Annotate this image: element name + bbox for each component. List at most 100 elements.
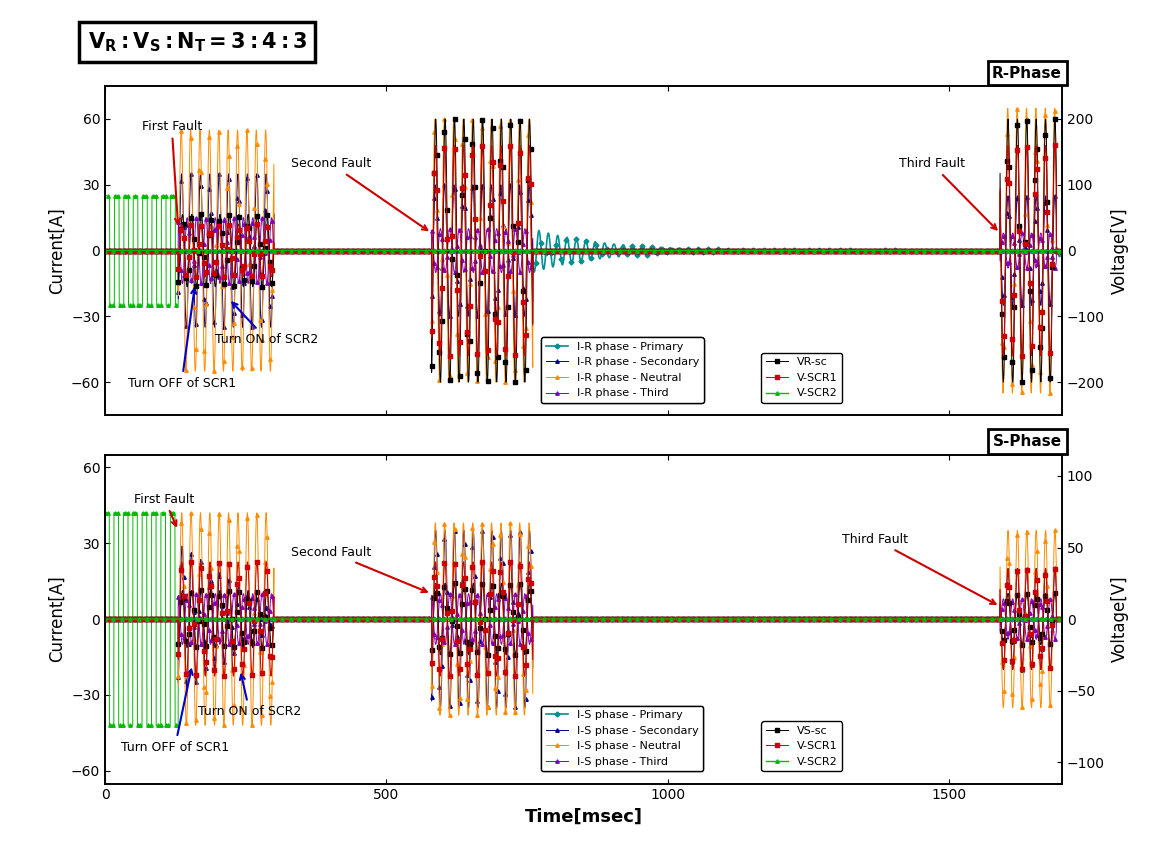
Text: Second Fault: Second Fault	[291, 158, 427, 230]
Legend: VS-sc, V-SCR1, V-SCR2: VS-sc, V-SCR1, V-SCR2	[761, 722, 843, 771]
I-R phase - Neutral	[1034, 388, 1048, 399]
I-R phase - Third	[831, 245, 845, 256]
VS-sc	[1055, 614, 1069, 624]
I-R phase - Neutral	[98, 245, 112, 256]
I-S phase - Secondary	[456, 525, 470, 536]
VS-sc	[362, 614, 376, 624]
VS-sc	[831, 614, 845, 624]
Line: I-S phase - Neutral: I-S phase - Neutral	[104, 511, 1064, 727]
I-S phase - Secondary	[98, 614, 112, 624]
I-R phase - Neutral	[362, 245, 376, 256]
I-S phase - Neutral	[179, 715, 193, 726]
I-R phase - Secondary	[286, 245, 300, 256]
I-R phase - Primary	[286, 245, 300, 256]
I-R phase - Third	[179, 223, 193, 233]
V-SCR1	[831, 245, 845, 256]
V-SCR1	[424, 245, 438, 256]
I-S phase - Third	[98, 614, 112, 624]
I-R phase - Primary	[527, 267, 541, 277]
VR-sc	[456, 114, 470, 124]
I-S phase - Primary	[520, 614, 534, 624]
I-R phase - Secondary	[424, 245, 438, 256]
VR-sc	[831, 245, 845, 256]
VS-sc	[456, 578, 470, 588]
I-R phase - Third	[362, 245, 376, 256]
I-S phase - Third	[520, 625, 534, 635]
Text: First Fault: First Fault	[141, 120, 202, 224]
I-R phase - Primary	[532, 226, 546, 236]
V-SCR2	[98, 614, 112, 624]
I-R phase - Primary	[1055, 244, 1069, 254]
Legend: VR-sc, V-SCR1, V-SCR2: VR-sc, V-SCR1, V-SCR2	[761, 353, 843, 403]
Text: Second Fault: Second Fault	[291, 546, 427, 592]
I-S phase - Neutral	[424, 614, 438, 624]
I-S phase - Neutral	[98, 614, 112, 624]
I-R phase - Secondary	[520, 201, 534, 211]
VS-sc	[520, 598, 534, 609]
Text: S-Phase: S-Phase	[993, 434, 1062, 449]
I-S phase - Third	[1055, 614, 1069, 624]
V-SCR1	[1006, 350, 1020, 361]
I-S phase - Secondary	[179, 672, 193, 682]
I-S phase - Secondary	[286, 614, 300, 624]
I-R phase - Third	[1055, 245, 1069, 256]
Text: $\mathbf{V_R:V_S:N_T=3:4:3}$: $\mathbf{V_R:V_S:N_T=3:4:3}$	[88, 30, 307, 53]
Line: V-SCR1: V-SCR1	[104, 144, 1064, 357]
I-R phase - Neutral	[286, 245, 300, 256]
V-SCR1	[362, 614, 376, 624]
V-SCR2	[362, 614, 376, 624]
I-S phase - Neutral	[831, 614, 845, 624]
Y-axis label: Current[A]: Current[A]	[48, 208, 65, 294]
V-SCR1	[503, 557, 517, 567]
I-S phase - Neutral	[520, 548, 534, 559]
I-S phase - Secondary	[499, 703, 513, 713]
I-R phase - Primary	[831, 245, 845, 256]
Line: I-S phase - Third: I-S phase - Third	[104, 592, 1064, 646]
I-R phase - Primary	[424, 245, 438, 256]
I-R phase - Neutral	[831, 245, 845, 256]
Line: I-S phase - Secondary: I-S phase - Secondary	[104, 529, 1064, 709]
V-SCR1	[362, 245, 376, 256]
V-SCR1	[1055, 245, 1069, 256]
Legend: I-S phase - Primary, I-S phase - Secondary, I-S phase - Neutral, I-S phase - Thi: I-S phase - Primary, I-S phase - Seconda…	[541, 706, 703, 771]
I-R phase - Neutral	[1055, 245, 1069, 256]
Text: First Fault: First Fault	[134, 492, 195, 526]
V-SCR1	[179, 666, 193, 677]
V-SCR2	[1055, 614, 1069, 624]
I-R phase - Third	[286, 245, 300, 256]
VS-sc	[424, 614, 438, 624]
I-S phase - Primary	[1055, 614, 1069, 624]
I-S phase - Third	[203, 639, 217, 649]
I-R phase - Neutral	[520, 158, 534, 169]
V-SCR2	[520, 245, 534, 256]
I-R phase - Secondary	[179, 319, 193, 329]
VR-sc	[424, 245, 438, 256]
V-SCR1	[1055, 614, 1069, 624]
I-S phase - Secondary	[1055, 614, 1069, 624]
I-S phase - Neutral	[236, 720, 250, 730]
I-S phase - Neutral	[194, 508, 208, 518]
V-SCR2	[831, 614, 845, 624]
Line: V-SCR2: V-SCR2	[104, 249, 1064, 252]
V-SCR1	[98, 245, 112, 256]
VS-sc	[286, 614, 300, 624]
I-S phase - Secondary	[362, 614, 376, 624]
Text: Turn OFF of SCR1: Turn OFF of SCR1	[127, 288, 236, 389]
I-S phase - Primary	[98, 614, 112, 624]
I-R phase - Third	[520, 255, 534, 265]
I-R phase - Primary	[362, 245, 376, 256]
Line: V-SCR2: V-SCR2	[104, 617, 1064, 621]
V-SCR1	[461, 671, 475, 681]
V-SCR1	[98, 614, 112, 624]
V-SCR1	[286, 614, 300, 624]
V-SCR1	[520, 579, 534, 590]
I-R phase - Secondary	[98, 245, 112, 256]
Y-axis label: Voltage[V]: Voltage[V]	[1110, 576, 1128, 662]
V-SCR2	[424, 614, 438, 624]
Line: I-R phase - Primary: I-R phase - Primary	[104, 229, 1064, 274]
I-S phase - Third	[246, 589, 260, 599]
Text: Third Fault: Third Fault	[843, 533, 995, 604]
I-R phase - Secondary	[831, 245, 845, 256]
I-S phase - Primary	[286, 614, 300, 624]
Y-axis label: Voltage[V]: Voltage[V]	[1110, 208, 1128, 294]
